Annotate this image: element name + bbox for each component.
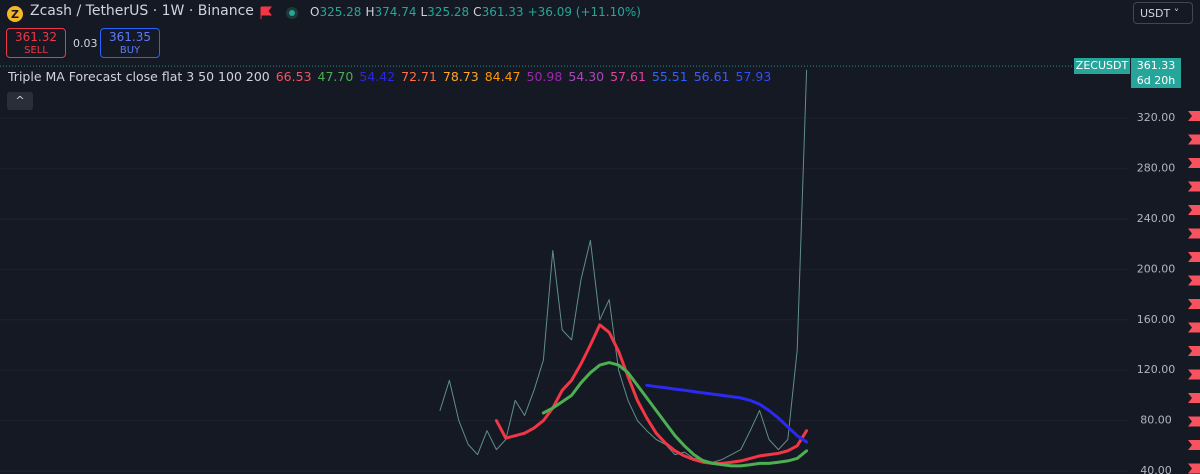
buy-price: 361.35 xyxy=(109,30,151,44)
indicator-value: 54.42 xyxy=(359,69,396,84)
indicator-value: 78.73 xyxy=(442,69,479,84)
series-line xyxy=(439,69,808,463)
y-tick-label: 160.00 xyxy=(1137,313,1176,326)
indicator-name[interactable]: Triple MA Forecast close flat 3 50 100 2… xyxy=(8,69,270,84)
sell-price: 361.32 xyxy=(15,30,57,44)
status-dot xyxy=(286,7,298,19)
flag-icon[interactable] xyxy=(258,6,274,20)
alert-flag xyxy=(1188,158,1200,168)
alert-flag xyxy=(1188,463,1200,474)
indicator-legend: Triple MA Forecast close flat 3 50 100 2… xyxy=(8,69,777,84)
ohlc-label: L xyxy=(420,5,428,19)
alert-flag xyxy=(1188,181,1200,192)
alert-flag xyxy=(1188,205,1200,215)
symbol-tag: ZECUSDT xyxy=(1074,58,1130,75)
alert-flag xyxy=(1188,252,1200,262)
symbol-title[interactable]: Zcash / TetherUS · 1W · Binance xyxy=(30,3,254,19)
indicator-value: 55.51 xyxy=(651,69,688,84)
indicator-value: 56.61 xyxy=(693,69,730,84)
last-price: 361.33 xyxy=(1136,59,1176,73)
currency-select[interactable]: USDT ˅ xyxy=(1133,2,1193,24)
indicator-value: 57.61 xyxy=(610,69,646,84)
indicator-value: 50.98 xyxy=(526,69,563,84)
collapse-button[interactable]: ^ xyxy=(7,92,33,110)
coin-icon: Z xyxy=(7,6,23,22)
sell-button[interactable]: 361.32 SELL xyxy=(6,28,66,58)
alert-flag xyxy=(1188,369,1200,380)
alert-flag xyxy=(1188,346,1200,356)
price-tag: 361.33 6d 20h xyxy=(1131,58,1181,89)
buy-label: BUY xyxy=(119,45,141,56)
y-tick-label: 280.00 xyxy=(1137,162,1176,175)
alert-flag xyxy=(1188,322,1200,333)
ohlc-row: O325.28 H374.74 L325.28 C361.33 +36.09 (+11.… xyxy=(310,5,645,19)
y-tick-label: 240.00 xyxy=(1137,212,1176,225)
svg-text:Z: Z xyxy=(11,8,19,21)
alert-flag xyxy=(1188,416,1200,427)
ohlc-value: 361.33 xyxy=(481,5,524,19)
buy-button[interactable]: 361.35 BUY xyxy=(100,28,160,58)
indicator-value: 57.93 xyxy=(735,69,772,84)
ohlc-label: C xyxy=(473,5,482,19)
alert-flag xyxy=(1188,299,1200,309)
y-tick-label: 80.00 xyxy=(1140,414,1172,427)
ohlc-value: 325.28 xyxy=(427,5,470,19)
y-tick-label: 40.00 xyxy=(1140,464,1172,474)
change: +36.09 (+11.10%) xyxy=(527,5,641,19)
series-line xyxy=(645,383,809,444)
indicator-value: 47.70 xyxy=(317,69,354,84)
indicator-value: 66.53 xyxy=(275,69,312,84)
alert-flag xyxy=(1188,134,1200,145)
alert-flag xyxy=(1188,275,1200,286)
indicator-value: 84.47 xyxy=(484,69,521,84)
alert-flag xyxy=(1188,440,1200,450)
sell-label: SELL xyxy=(24,45,48,56)
series-line xyxy=(541,361,809,468)
y-tick-label: 120.00 xyxy=(1137,363,1176,376)
indicator-value: 72.71 xyxy=(401,69,437,84)
ohlc-label: O xyxy=(310,5,320,19)
spread: 0.03 xyxy=(73,37,98,50)
ohlc-value: 325.28 xyxy=(319,5,362,19)
y-tick-label: 320.00 xyxy=(1137,111,1176,124)
series-line xyxy=(494,323,809,465)
alert-flag xyxy=(1188,111,1200,121)
ohlc-value: 374.74 xyxy=(374,5,417,19)
alert-flag xyxy=(1188,393,1200,403)
indicator-value: 54.30 xyxy=(568,69,605,84)
currency-label: USDT xyxy=(1140,7,1171,20)
ohlc-label: H xyxy=(365,5,375,19)
y-tick-label: 200.00 xyxy=(1137,262,1176,275)
alert-flag xyxy=(1188,228,1200,239)
countdown: 6d 20h xyxy=(1136,74,1176,88)
